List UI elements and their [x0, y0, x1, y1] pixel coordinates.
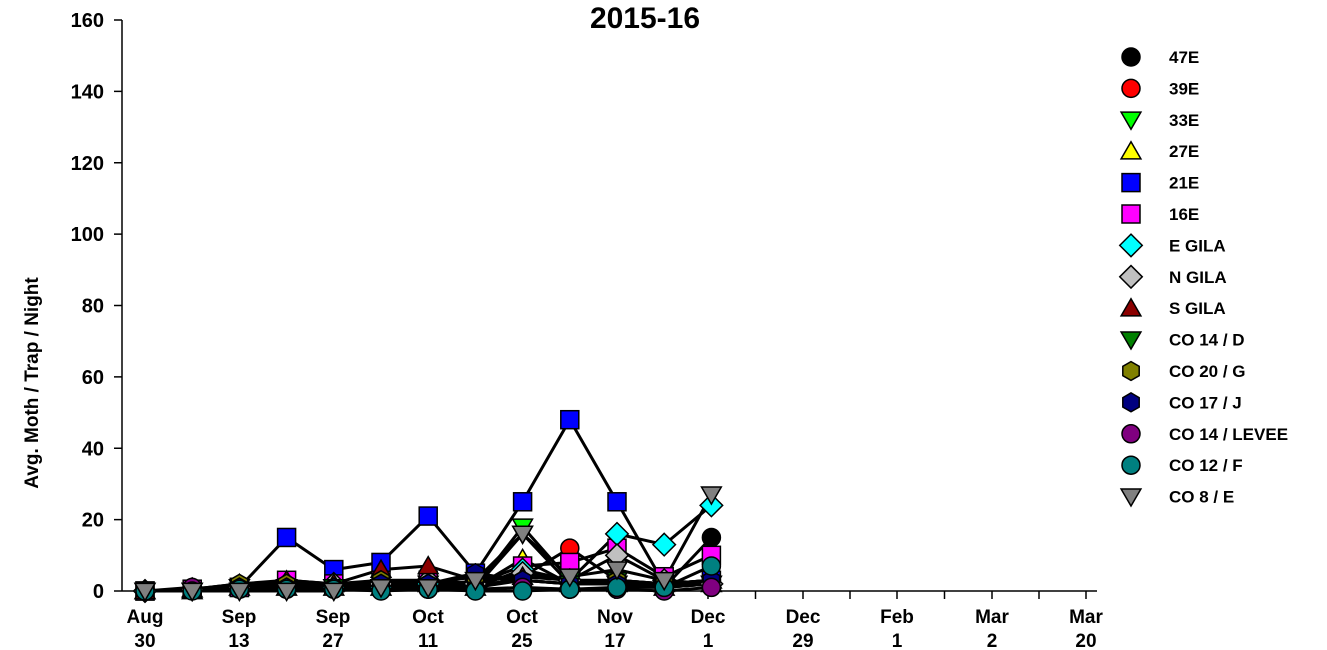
point-co-8-e	[275, 582, 298, 602]
legend-label-e-gila: E GILA	[1169, 236, 1226, 255]
point-co-8-e	[558, 568, 582, 588]
legend-label-21e: 21E	[1169, 174, 1199, 193]
y-tick-label: 60	[82, 367, 104, 389]
point-co-8-e	[464, 571, 487, 592]
y-axis-label: Avg. Moth / Trap / Night	[22, 277, 43, 489]
point-co-8-e	[369, 579, 393, 599]
legend-label-16e: 16E	[1169, 205, 1199, 224]
x-tick-label-day: 13	[228, 631, 249, 650]
x-tick-label-month: Oct	[412, 607, 444, 628]
legend-label-co-8-e: CO 8 / E	[1169, 488, 1234, 507]
legend-marker-33e	[1119, 111, 1143, 131]
point-47e	[701, 527, 722, 548]
legend-label-n-gila: N GILA	[1169, 268, 1227, 287]
x-tick-label-day: 1	[703, 631, 714, 650]
x-tick-label-month: Sep	[222, 607, 257, 628]
y-tick-label: 160	[71, 10, 104, 32]
legend-label-co-14-levee: CO 14 / LEVEE	[1169, 425, 1288, 444]
point-co-8-e	[133, 582, 157, 602]
point-co-8-e	[652, 571, 676, 592]
point-21e	[560, 409, 580, 430]
y-tick-label: 20	[82, 510, 104, 532]
point-co-14-levee	[701, 577, 722, 598]
legend-label-co-20-g: CO 20 / G	[1169, 362, 1246, 381]
legend-label-39e: 39E	[1169, 79, 1199, 98]
point-co-8-e	[228, 582, 251, 602]
y-tick-label: 120	[71, 153, 104, 175]
y-tick-label: 140	[71, 81, 104, 103]
x-tick-label-month: Mar	[975, 607, 1009, 628]
point-co-12-f	[701, 556, 722, 576]
point-21e	[607, 492, 627, 512]
legend-marker-co-17-j	[1122, 392, 1140, 413]
x-tick-label-day: 25	[511, 631, 533, 650]
x-tick-label-day: 30	[134, 631, 155, 650]
legend-label-co-14-d: CO 14 / D	[1169, 331, 1245, 350]
point-co-8-e	[180, 582, 204, 602]
point-21e	[276, 527, 297, 548]
x-tick-label-day: 1	[892, 631, 903, 650]
point-co-12-f	[607, 577, 627, 598]
legend-label-s-gila: S GILA	[1169, 299, 1226, 318]
x-tick-label-month: Feb	[880, 607, 914, 628]
x-tick-label-day: 27	[322, 631, 343, 650]
point-co-8-e	[322, 582, 346, 602]
series-markers	[132, 409, 724, 604]
y-tick-label: 80	[82, 296, 104, 318]
y-tick-label: 0	[93, 581, 104, 603]
legend-marker-21e	[1121, 172, 1141, 193]
x-tick-label-day: 17	[604, 631, 625, 650]
chart-title: 2015-16	[590, 2, 700, 35]
x-tick-label-month: Dec	[691, 607, 726, 628]
legend-marker-co-14-levee	[1121, 424, 1141, 444]
y-tick-label: 100	[71, 224, 104, 246]
x-tick-label-day: 2	[987, 631, 998, 650]
point-e-gila	[651, 532, 677, 557]
axes: 020406080100120140160Aug30Sep13Sep27Oct1…	[71, 10, 1104, 650]
legend-label-co-17-j: CO 17 / J	[1169, 393, 1242, 412]
x-tick-label-month: Sep	[316, 607, 351, 628]
x-tick-label-month: Dec	[786, 607, 821, 628]
legend-marker-co-14-d	[1119, 331, 1143, 351]
legend-marker-n-gila	[1118, 264, 1144, 290]
point-21e	[418, 506, 438, 526]
point-co-8-e	[416, 579, 440, 599]
point-co-8-e	[511, 525, 534, 545]
x-tick-label-day: 11	[418, 631, 439, 650]
x-tick-label-day: 29	[792, 631, 813, 650]
legend-marker-co-20-g	[1122, 360, 1140, 382]
legend: 47E 39E 33E 27E 21E 16E E GILA N GILA S GILA CO 1…	[1118, 47, 1288, 508]
point-co-12-f	[512, 581, 533, 601]
legend-marker-s-gila	[1119, 297, 1143, 317]
legend-label-27e: 27E	[1169, 142, 1199, 161]
legend-marker-co-8-e	[1119, 488, 1143, 508]
point-co-8-e	[700, 486, 723, 506]
y-tick-label: 40	[82, 438, 104, 460]
legend-label-co-12-f: CO 12 / F	[1169, 456, 1243, 475]
legend-marker-47e	[1121, 47, 1141, 67]
x-tick-label-month: Aug	[127, 607, 164, 628]
point-co-8-e	[605, 561, 629, 581]
legend-marker-16e	[1121, 204, 1141, 224]
x-tick-label-month: Nov	[597, 607, 633, 628]
x-tick-label-month: Mar	[1069, 607, 1103, 628]
legend-marker-39e	[1121, 78, 1141, 99]
legend-marker-27e	[1119, 140, 1143, 160]
legend-label-47e: 47E	[1169, 48, 1199, 67]
x-tick-label-day: 20	[1075, 631, 1096, 650]
point-21e	[512, 492, 533, 512]
x-tick-label-month: Oct	[506, 607, 538, 628]
legend-marker-co-12-f	[1121, 455, 1141, 475]
legend-marker-e-gila	[1118, 233, 1144, 258]
legend-label-33e: 33E	[1169, 111, 1199, 130]
